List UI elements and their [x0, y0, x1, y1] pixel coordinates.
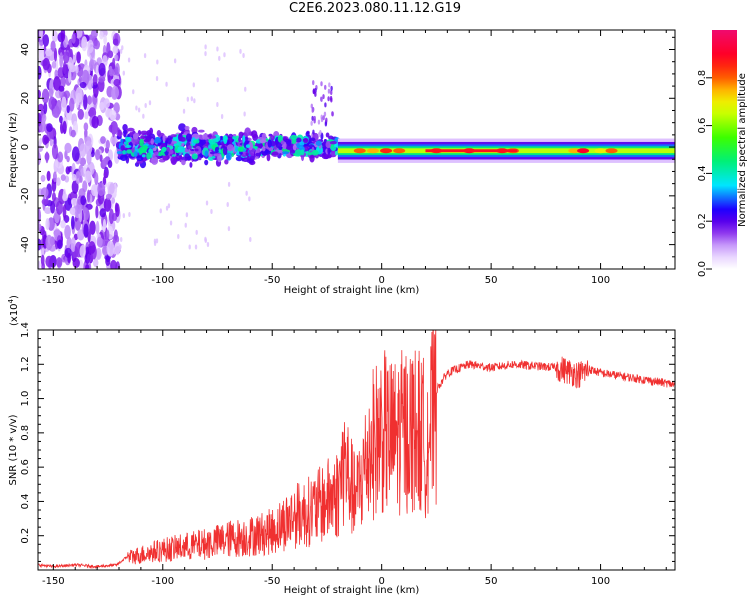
x-tick-label: -150 — [42, 275, 65, 286]
y-tick-label: 1.2 — [20, 356, 31, 372]
x-axis-label: Height of straight line (km) — [284, 285, 420, 296]
snr-panel: -150 -100 -50 0 50 100 0.2 0.4 0.6 0.8 1.0 1.2 1.4 He… — [7, 295, 676, 596]
x-tick-label: 50 — [485, 576, 498, 587]
frequency-line-core — [425, 149, 518, 153]
x-tick-label: -100 — [151, 576, 174, 587]
y-tick-label: 0 — [20, 144, 31, 150]
x-tick-label: 0 — [378, 275, 384, 286]
spectrogram-panel: -150 -100 -50 0 50 100 -40 -20 0 20 40 Height of st… — [8, 29, 676, 296]
y-axis-label: SNR (10 * v/v) — [8, 414, 19, 485]
y-tick-label: 0.8 — [20, 425, 31, 441]
y-axis-label: Frequency (Hz) — [8, 112, 19, 188]
colorbar-tick-label: 0.2 — [697, 213, 708, 229]
colorbar-tick-label: 0.0 — [697, 261, 708, 277]
colorbar: 0.0 0.2 0.4 0.6 0.8 Normalized spectral ampli… — [697, 30, 748, 277]
y-tick-label: 0.2 — [20, 528, 31, 544]
snr-line — [38, 330, 675, 570]
spectrogram-image — [38, 30, 675, 269]
x-tick-label: -150 — [42, 576, 65, 587]
x-tick-label: 0 — [378, 576, 384, 587]
y-tick-label: 40 — [20, 43, 31, 56]
y-tick-label: 1.4 — [20, 322, 31, 338]
x-tick-label: -50 — [264, 576, 280, 587]
figure-title: C2E6.2023.080.11.12.G19 — [288, 1, 462, 16]
x-axis-label: Height of straight line (km) — [284, 585, 420, 596]
y-tick-label: 20 — [20, 92, 31, 105]
y-scale-label: (x104) — [7, 295, 20, 326]
x-tick-label: -50 — [264, 275, 280, 286]
x-tick-label: 100 — [591, 275, 610, 286]
x-tick-label: 50 — [485, 275, 498, 286]
colorbar-label: Normalized spectral amplitude — [737, 73, 748, 227]
colorbar-tick-label: 0.8 — [697, 70, 708, 86]
colorbar-tick-label: 0.6 — [697, 118, 708, 134]
y-tick-label: 0.4 — [20, 493, 31, 509]
colorbar-tick-label: 0.4 — [697, 165, 708, 181]
plot-frame — [37, 29, 676, 270]
y-tick-label: 1.0 — [20, 391, 31, 407]
x-tick-label: -100 — [151, 275, 174, 286]
colorbar-gradient — [712, 30, 737, 269]
y-tick-label: -20 — [20, 188, 31, 204]
y-tick-label: -40 — [20, 236, 31, 252]
x-tick-label: 100 — [591, 576, 610, 587]
y-tick-label: 0.6 — [20, 459, 31, 475]
